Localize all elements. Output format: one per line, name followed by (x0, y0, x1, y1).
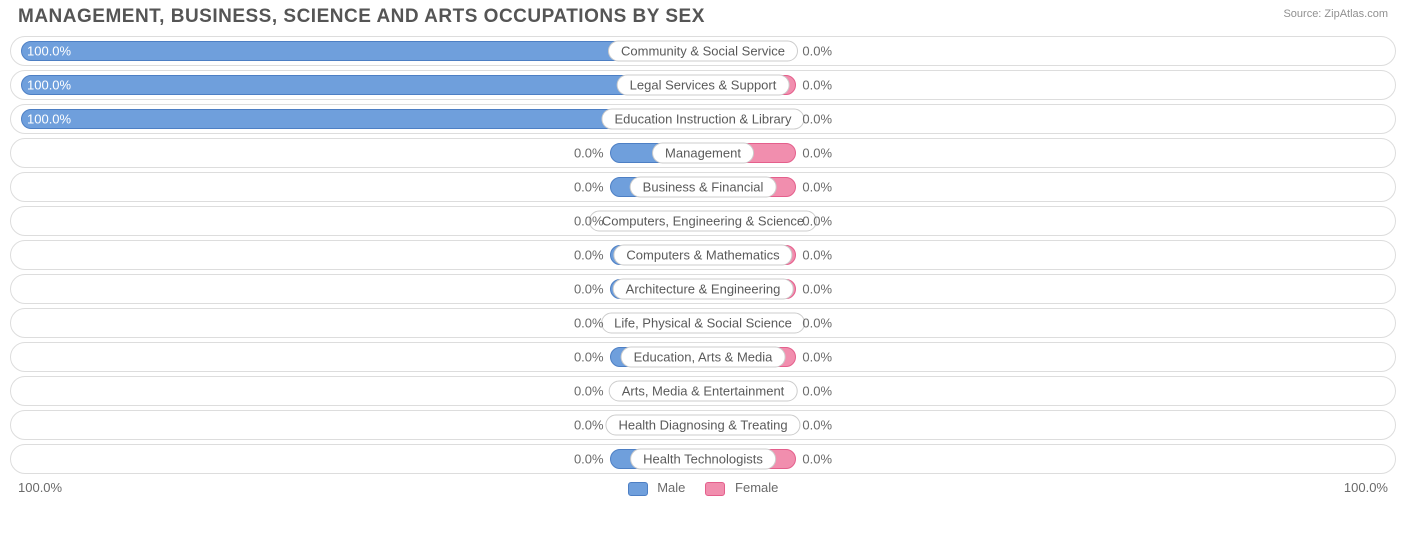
bar-male (21, 75, 703, 95)
value-female: 0.0% (802, 146, 832, 161)
value-male: 0.0% (574, 452, 604, 467)
value-male: 0.0% (574, 350, 604, 365)
category-label: Computers & Mathematics (613, 245, 792, 266)
value-male: 0.0% (574, 316, 604, 331)
value-female: 0.0% (802, 316, 832, 331)
value-female: 0.0% (802, 44, 832, 59)
category-label: Community & Social Service (608, 41, 798, 62)
category-label: Architecture & Engineering (613, 279, 794, 300)
chart-row: Management 0.0% 0.0% (10, 138, 1396, 168)
category-label: Business & Financial (630, 177, 777, 198)
chart-row: Education Instruction & Library 100.0% 0.0… (10, 104, 1396, 134)
value-male: 0.0% (574, 180, 604, 195)
value-female: 0.0% (802, 384, 832, 399)
category-label: Education, Arts & Media (621, 347, 786, 368)
chart-row: Education, Arts & Media 0.0% 0.0% (10, 342, 1396, 372)
category-label: Health Technologists (630, 449, 776, 470)
chart-header: MANAGEMENT, BUSINESS, SCIENCE AND ARTS O… (10, 6, 1396, 28)
category-label: Computers, Engineering & Science (589, 211, 817, 232)
legend-item-male: Male (628, 480, 686, 496)
value-male: 0.0% (574, 146, 604, 161)
value-female: 0.0% (802, 180, 832, 195)
value-male: 0.0% (574, 384, 604, 399)
value-male: 0.0% (574, 282, 604, 297)
value-female: 0.0% (802, 418, 832, 433)
category-label: Life, Physical & Social Science (601, 313, 805, 334)
bar-male (21, 41, 703, 61)
chart-row: Legal Services & Support 100.0% 0.0% (10, 70, 1396, 100)
category-label: Legal Services & Support (617, 75, 790, 96)
axis-left-label: 100.0% (18, 480, 62, 495)
value-male: 0.0% (574, 214, 604, 229)
chart-row: Architecture & Engineering 0.0% 0.0% (10, 274, 1396, 304)
chart-row: Arts, Media & Entertainment 0.0% 0.0% (10, 376, 1396, 406)
legend-label-female: Female (735, 480, 778, 495)
chart-row: Health Diagnosing & Treating0.0% 0.0% (10, 410, 1396, 440)
value-male: 0.0% (574, 248, 604, 263)
axis-right-label: 100.0% (1344, 480, 1388, 495)
value-male: 100.0% (27, 78, 71, 93)
legend-label-male: Male (657, 480, 685, 495)
value-female: 0.0% (802, 350, 832, 365)
value-female: 0.0% (802, 248, 832, 263)
value-male: 0.0% (574, 418, 604, 433)
legend-swatch-female (705, 482, 725, 496)
value-male: 100.0% (27, 112, 71, 127)
chart-row: Computers, Engineering & Science0.0% 0.0% (10, 206, 1396, 236)
category-label: Health Diagnosing & Treating (605, 415, 800, 436)
category-label: Arts, Media & Entertainment (609, 381, 798, 402)
chart-footer: 100.0% Male Female 100.0% (10, 480, 1396, 496)
value-female: 0.0% (802, 282, 832, 297)
legend-swatch-male (628, 482, 648, 496)
chart-container: MANAGEMENT, BUSINESS, SCIENCE AND ARTS O… (0, 0, 1406, 559)
value-female: 0.0% (802, 452, 832, 467)
category-label: Education Instruction & Library (601, 109, 804, 130)
chart-source: Source: ZipAtlas.com (1283, 6, 1388, 20)
value-female: 0.0% (802, 78, 832, 93)
value-male: 100.0% (27, 44, 71, 59)
legend-item-female: Female (705, 480, 778, 496)
value-female: 0.0% (802, 214, 832, 229)
value-female: 0.0% (802, 112, 832, 127)
chart-plot-area: Community & Social Service 100.0% 0.0% Lega… (10, 36, 1396, 474)
chart-row: Business & Financial 0.0% 0.0% (10, 172, 1396, 202)
category-label: Management (652, 143, 754, 164)
chart-row: Computers & Mathematics 0.0% 0.0% (10, 240, 1396, 270)
chart-legend: Male Female (628, 480, 779, 496)
chart-row: Health Technologists 0.0% 0.0% (10, 444, 1396, 474)
chart-row: Life, Physical & Social Science0.0% 0.0% (10, 308, 1396, 338)
chart-title: MANAGEMENT, BUSINESS, SCIENCE AND ARTS O… (18, 6, 705, 28)
chart-row: Community & Social Service 100.0% 0.0% (10, 36, 1396, 66)
